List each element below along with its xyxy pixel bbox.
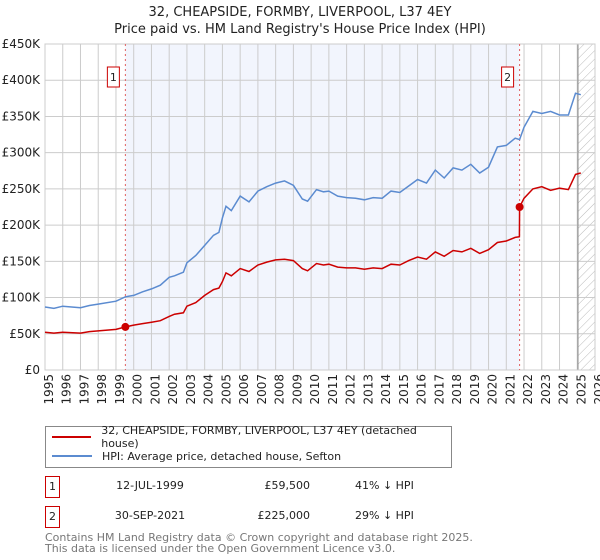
x-tick-label: 2024 <box>557 374 571 405</box>
x-tick-label: 2023 <box>539 374 553 405</box>
x-tick-label: 1998 <box>95 374 109 405</box>
sale-point <box>121 322 130 331</box>
sale-price: £225,000 <box>257 509 311 522</box>
x-tick-label: 2017 <box>432 374 446 405</box>
x-tick-label: 2009 <box>290 374 304 405</box>
x-tick-label: 2003 <box>184 374 198 405</box>
sale-hpi-diff: 29% ↓ HPI <box>355 509 414 522</box>
y-tick-label: £400K <box>2 73 42 87</box>
chart-title-line2: Price paid vs. HM Land Registry's House … <box>114 22 486 37</box>
ownership-period-shade <box>125 44 520 370</box>
x-tick-label: 2014 <box>379 374 393 405</box>
sale-marker-badge: 1 <box>45 476 60 498</box>
legend-swatch-blue <box>52 455 92 457</box>
x-tick-label: 2022 <box>521 374 535 405</box>
x-tick-label: 2006 <box>237 374 251 405</box>
sale-date: 12-JUL-1999 <box>116 479 184 492</box>
x-tick-label: 2005 <box>219 374 233 405</box>
property-price-line <box>44 172 581 334</box>
y-tick-label: £350K <box>2 109 42 123</box>
legend-swatch-red <box>52 436 92 438</box>
sale-date: 30-SEP-2021 <box>114 509 186 522</box>
footer-licence: This data is licensed under the Open Gov… <box>45 542 396 555</box>
x-tick-label: 1997 <box>77 374 91 405</box>
legend-item-hpi: HPI: Average price, detached house, Seft… <box>52 447 341 465</box>
x-tick-label: 2015 <box>397 374 411 405</box>
y-tick-label: £150K <box>2 254 42 268</box>
x-tick-label: 2026 <box>592 374 600 405</box>
footer-copyright: Contains HM Land Registry data © Crown c… <box>45 531 473 544</box>
price-chart: 1995 1996 1997 1998 1999 2000 2001 2002 2003 2004… <box>2 37 600 405</box>
x-tick-label: 2013 <box>361 374 375 405</box>
legend-label: HPI: Average price, detached house, Seft… <box>102 449 342 463</box>
y-tick-label: £300K <box>2 146 42 160</box>
x-tick-label: 2012 <box>344 374 358 405</box>
y-tick-label: £250K <box>2 182 42 196</box>
x-tick-label: 2008 <box>273 374 287 405</box>
chart-title-line1: 32, CHEAPSIDE, FORMBY, LIVERPOOL, L37 4E… <box>148 5 452 20</box>
y-tick-label: £100K <box>2 291 42 305</box>
legend-label: 32, CHEAPSIDE, FORMBY, LIVERPOOL, L37 4E… <box>101 424 417 450</box>
x-tick-label: 1999 <box>113 374 127 405</box>
sale-label-box <box>106 66 120 88</box>
x-tick-label: 2025 <box>574 374 588 405</box>
x-tick-label: 2000 <box>131 374 145 405</box>
sale-label-box <box>501 66 515 88</box>
plot-border <box>44 43 596 371</box>
hpi-line <box>44 92 581 310</box>
x-tick-label: 1995 <box>42 374 56 405</box>
x-tick-label: 2001 <box>148 374 162 405</box>
x-tick-label: 2004 <box>202 374 216 405</box>
y-tick-label: £50K <box>9 327 41 341</box>
x-tick-label: 1996 <box>60 374 74 405</box>
sale-price: £59,500 <box>264 479 311 492</box>
x-tick-label: 2018 <box>450 374 464 405</box>
sale-hpi-diff: 41% ↓ HPI <box>355 479 414 492</box>
y-tick-label: £200K <box>2 218 42 232</box>
x-tick-label: 2020 <box>486 374 500 405</box>
future-hatch <box>577 44 595 370</box>
y-tick-label: £450K <box>2 37 42 51</box>
x-tick-label: 2016 <box>415 374 429 405</box>
sale-label: 2 <box>504 71 511 84</box>
x-tick-label: 2011 <box>326 374 340 405</box>
x-tick-label: 2007 <box>255 374 269 405</box>
sale-marker-badge: 2 <box>45 506 60 528</box>
x-tick-label: 2019 <box>468 374 482 405</box>
legend-item-property: 32, CHEAPSIDE, FORMBY, LIVERPOOL, L37 4E… <box>52 424 451 450</box>
sale-point <box>515 203 524 211</box>
legend: 32, CHEAPSIDE, FORMBY, LIVERPOOL, L37 4E… <box>45 424 452 468</box>
sale-label: 1 <box>110 71 117 84</box>
x-tick-label: 2002 <box>166 374 180 405</box>
x-tick-label: 2010 <box>308 374 322 405</box>
x-tick-label: 2021 <box>503 374 517 405</box>
y-tick-label: £0 <box>25 363 40 377</box>
